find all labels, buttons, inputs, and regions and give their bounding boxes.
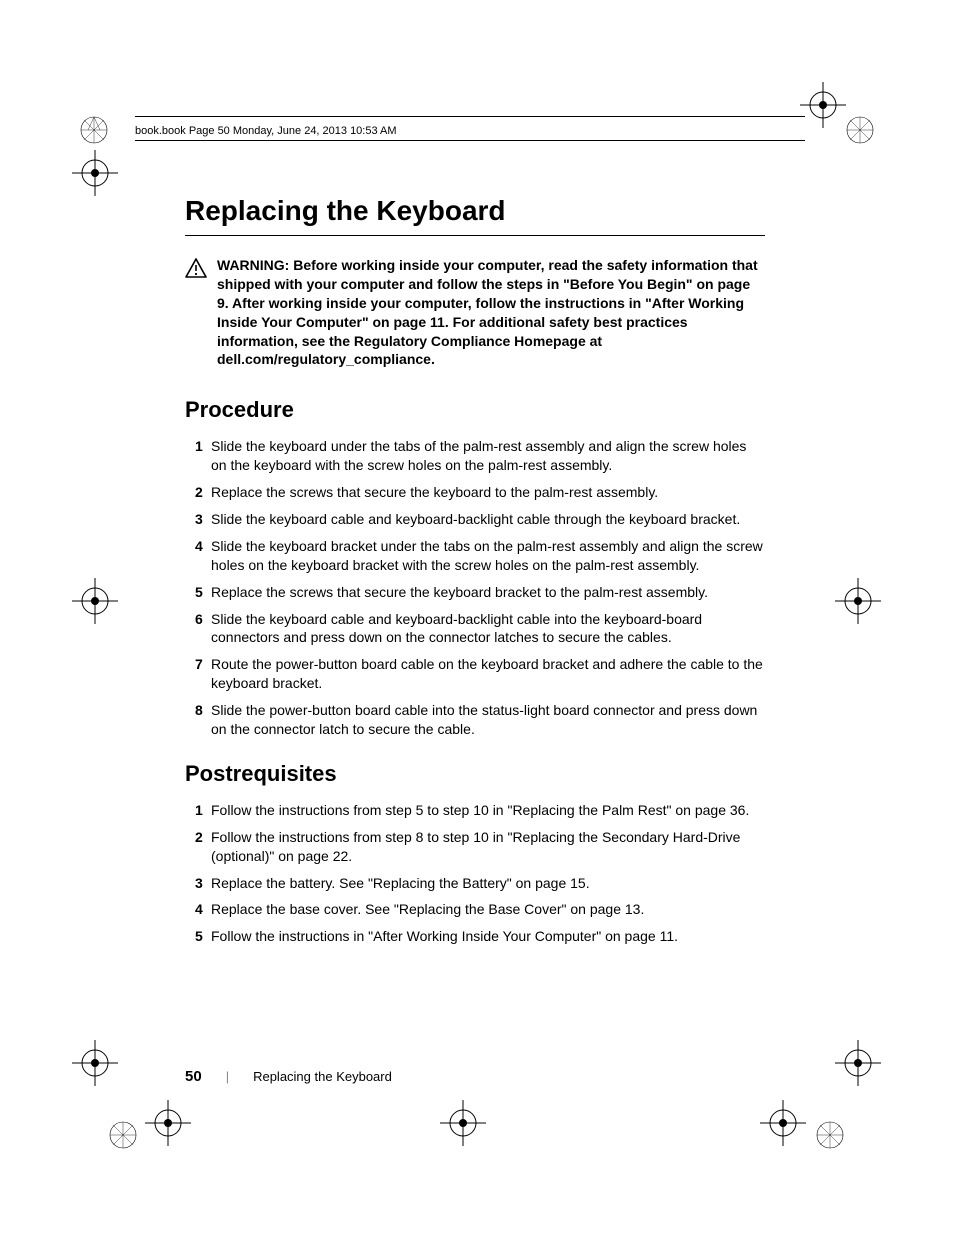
warning-body: Before working inside your computer, rea… bbox=[217, 257, 758, 367]
list-item-number: 3 bbox=[185, 510, 197, 529]
list-item-number: 1 bbox=[185, 801, 197, 820]
header-rule-bottom bbox=[135, 140, 805, 141]
list-item-number: 2 bbox=[185, 828, 197, 866]
list-item: 3 Slide the keyboard cable and keyboard-b… bbox=[185, 510, 765, 529]
list-item: 8 Slide the power-button board cable into… bbox=[185, 701, 765, 739]
page-content: Replacing the Keyboard WARNING: Before w… bbox=[185, 195, 765, 954]
list-item: 5 Follow the instructions in "After Worki… bbox=[185, 927, 765, 946]
footer-chapter: Replacing the Keyboard bbox=[253, 1069, 392, 1084]
list-item: 2 Replace the screws that secure the keyb… bbox=[185, 483, 765, 502]
footer-page-number: 50 bbox=[185, 1068, 202, 1085]
list-item-text: Follow the instructions from step 8 to s… bbox=[211, 828, 765, 866]
list-item-number: 6 bbox=[185, 610, 197, 648]
warning-icon bbox=[185, 258, 207, 369]
footer-separator: | bbox=[226, 1069, 229, 1084]
list-item-number: 1 bbox=[185, 437, 197, 475]
procedure-list: 1 Slide the keyboard under the tabs of th… bbox=[185, 437, 765, 739]
crosshair-mark-icon bbox=[145, 1100, 191, 1146]
list-item-text: Replace the screws that secure the keybo… bbox=[211, 483, 765, 502]
list-item: 2 Follow the instructions from step 8 to … bbox=[185, 828, 765, 866]
list-item-number: 3 bbox=[185, 874, 197, 893]
list-item-text: Follow the instructions in "After Workin… bbox=[211, 927, 765, 946]
list-item-text: Slide the keyboard under the tabs of the… bbox=[211, 437, 765, 475]
warning-block: WARNING: Before working inside your comp… bbox=[185, 256, 765, 369]
header-meta-text: book.book Page 50 Monday, June 24, 2013 … bbox=[135, 125, 397, 137]
printer-mark-icon bbox=[845, 115, 875, 145]
list-item-text: Replace the screws that secure the keybo… bbox=[211, 583, 765, 602]
printer-mark-icon bbox=[815, 1120, 845, 1150]
list-item: 3 Replace the battery. See "Replacing the… bbox=[185, 874, 765, 893]
list-item: 1 Slide the keyboard under the tabs of th… bbox=[185, 437, 765, 475]
list-item-text: Slide the keyboard bracket under the tab… bbox=[211, 537, 765, 575]
list-item: 5 Replace the screws that secure the keyb… bbox=[185, 583, 765, 602]
list-item-number: 5 bbox=[185, 927, 197, 946]
list-item-number: 4 bbox=[185, 900, 197, 919]
printer-mark-icon bbox=[79, 115, 109, 145]
list-item-text: Follow the instructions from step 5 to s… bbox=[211, 801, 765, 820]
crosshair-mark-icon bbox=[72, 1040, 118, 1086]
list-item-number: 4 bbox=[185, 537, 197, 575]
list-item-text: Slide the keyboard cable and keyboard-ba… bbox=[211, 510, 765, 529]
crosshair-mark-icon bbox=[835, 1040, 881, 1086]
list-item-number: 8 bbox=[185, 701, 197, 739]
list-item-text: Slide the power-button board cable into … bbox=[211, 701, 765, 739]
warning-text: WARNING: Before working inside your comp… bbox=[217, 256, 765, 369]
list-item: 7 Route the power-button board cable on t… bbox=[185, 655, 765, 693]
section-heading-postrequisites: Postrequisites bbox=[185, 761, 765, 787]
list-item-text: Replace the battery. See "Replacing the … bbox=[211, 874, 765, 893]
header-rule-top bbox=[135, 116, 805, 117]
list-item-number: 5 bbox=[185, 583, 197, 602]
list-item-number: 2 bbox=[185, 483, 197, 502]
list-item-text: Slide the keyboard cable and keyboard-ba… bbox=[211, 610, 765, 648]
section-heading-procedure: Procedure bbox=[185, 397, 765, 423]
list-item-text: Route the power-button board cable on th… bbox=[211, 655, 765, 693]
crosshair-mark-icon bbox=[440, 1100, 486, 1146]
page-footer: 50 | Replacing the Keyboard bbox=[185, 1068, 392, 1085]
list-item: 4 Replace the base cover. See "Replacing … bbox=[185, 900, 765, 919]
printer-mark-icon bbox=[108, 1120, 138, 1150]
crosshair-mark-icon bbox=[72, 578, 118, 624]
crosshair-mark-icon bbox=[800, 82, 846, 128]
list-item: 4 Slide the keyboard bracket under the ta… bbox=[185, 537, 765, 575]
page-title: Replacing the Keyboard bbox=[185, 195, 765, 236]
list-item: 6 Slide the keyboard cable and keyboard-b… bbox=[185, 610, 765, 648]
postrequisites-list: 1 Follow the instructions from step 5 to … bbox=[185, 801, 765, 946]
list-item: 1 Follow the instructions from step 5 to … bbox=[185, 801, 765, 820]
warning-label: WARNING: bbox=[217, 257, 289, 273]
list-item-number: 7 bbox=[185, 655, 197, 693]
list-item-text: Replace the base cover. See "Replacing t… bbox=[211, 900, 765, 919]
crosshair-mark-icon bbox=[835, 578, 881, 624]
crosshair-mark-icon bbox=[760, 1100, 806, 1146]
crosshair-mark-icon bbox=[72, 150, 118, 196]
